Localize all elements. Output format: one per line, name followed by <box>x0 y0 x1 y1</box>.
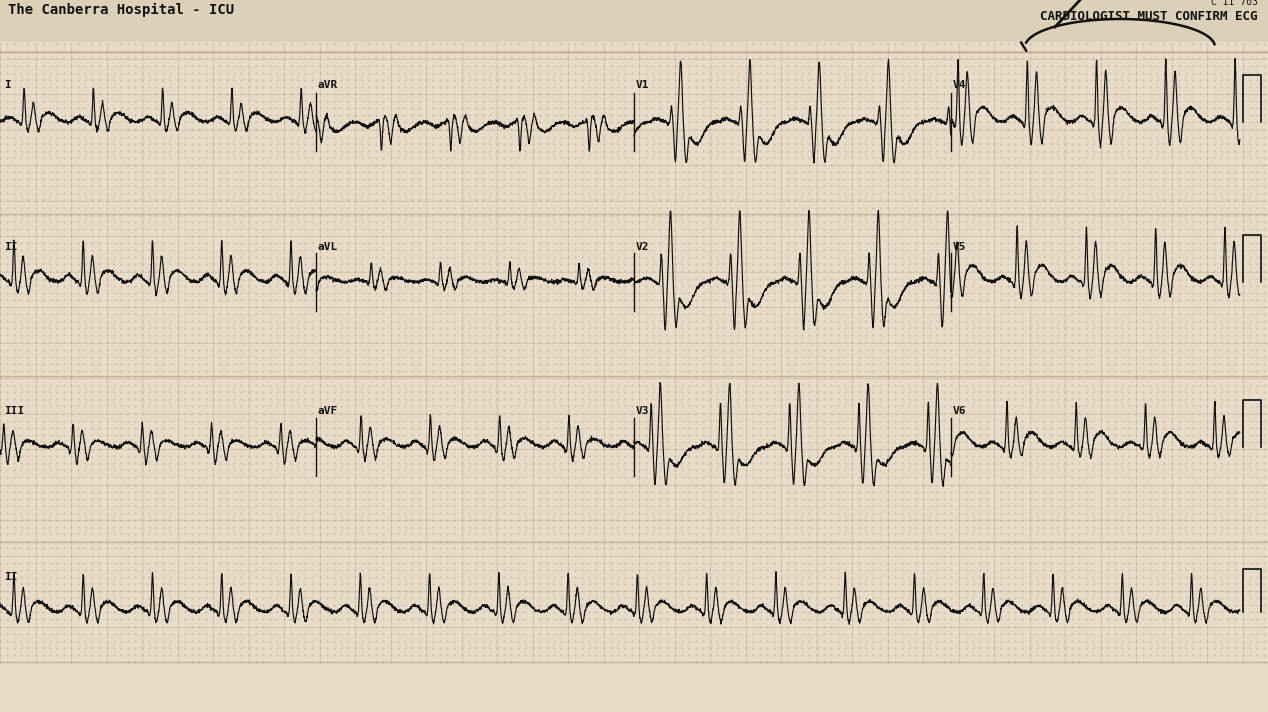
Text: The Canberra Hospital - ICU: The Canberra Hospital - ICU <box>8 3 235 17</box>
Text: V5: V5 <box>954 242 966 252</box>
Text: V4: V4 <box>954 80 966 90</box>
Text: V6: V6 <box>954 406 966 416</box>
Text: II: II <box>4 242 18 252</box>
Text: I: I <box>4 80 10 90</box>
Text: aVL: aVL <box>318 242 339 252</box>
Bar <box>0 0 1268 42</box>
Text: aVF: aVF <box>318 406 339 416</box>
Text: CARDIOLOGIST MUST CONFIRM ECG: CARDIOLOGIST MUST CONFIRM ECG <box>1041 9 1258 23</box>
Text: V1: V1 <box>637 80 649 90</box>
Text: II: II <box>4 572 18 582</box>
Text: V3: V3 <box>637 406 649 416</box>
Text: V2: V2 <box>637 242 649 252</box>
Text: aVR: aVR <box>318 80 339 90</box>
Text: III: III <box>4 406 24 416</box>
Text: C II 703: C II 703 <box>1211 0 1258 7</box>
